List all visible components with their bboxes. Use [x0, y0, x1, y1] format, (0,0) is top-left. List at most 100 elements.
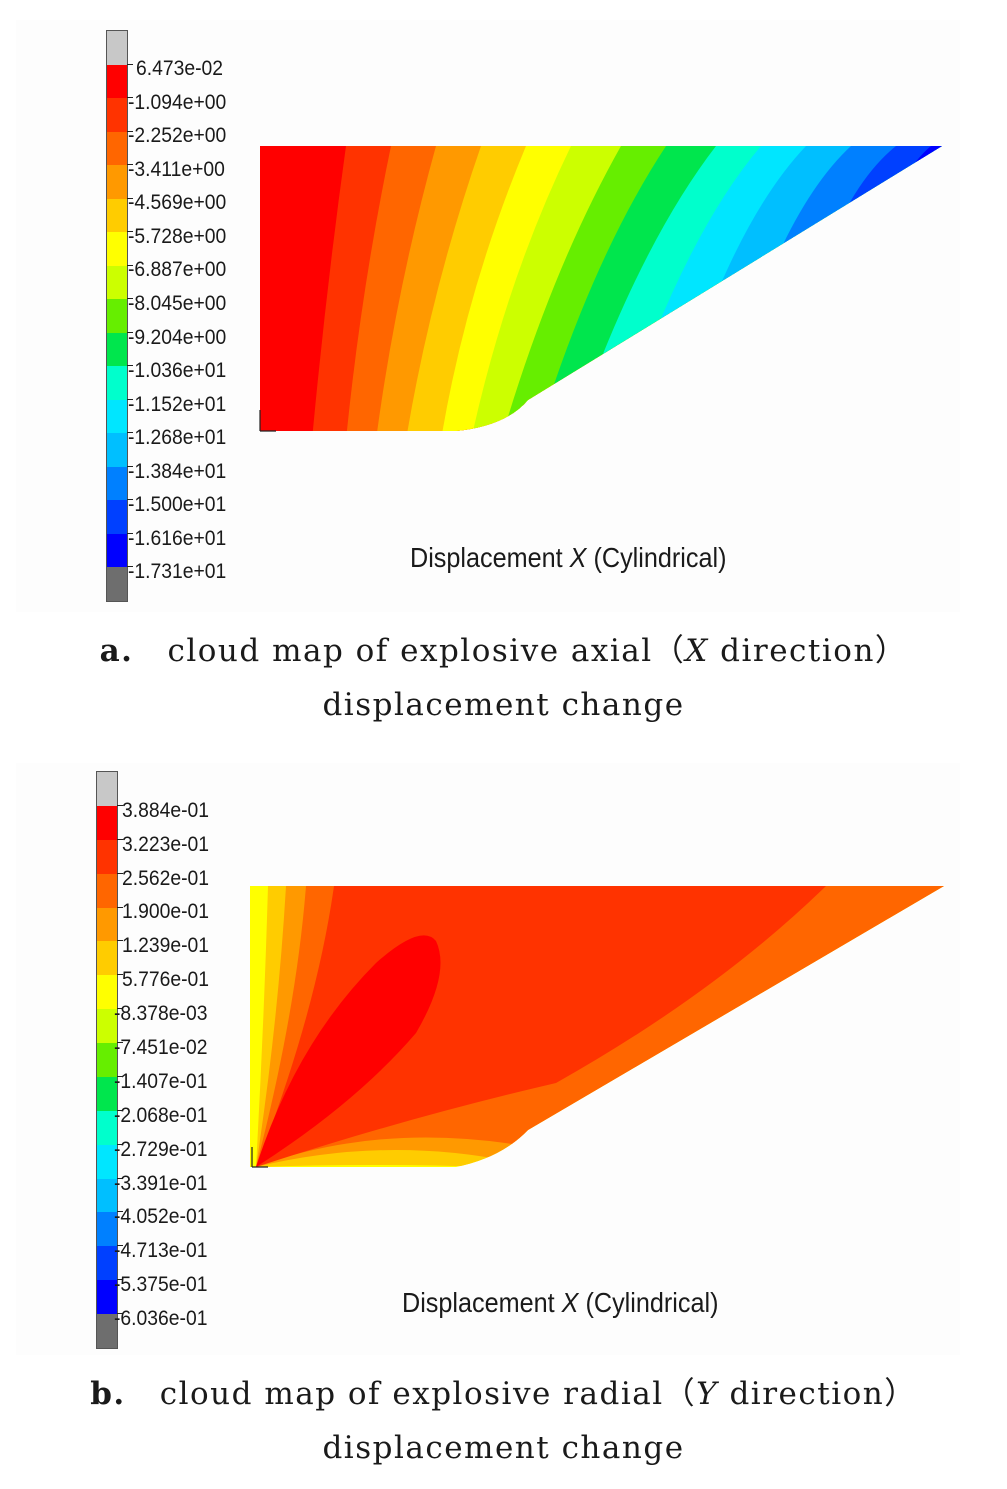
figure-a-plot-title: Displacement X (Cylindrical) [410, 542, 727, 573]
figure-b-legend-tick [117, 1177, 123, 1179]
figure-a-legend-label: 6.473e-02 [136, 57, 224, 81]
figure-a-legend-label: -1.616e+01 [128, 526, 227, 550]
figure-b-contour-bands [250, 886, 944, 1167]
figure-a-legend-swatch [107, 500, 127, 535]
figure-a-legend-label: -6.887e+00 [128, 258, 227, 282]
figure-b-caption-line2: displacement change [322, 1430, 685, 1466]
figure-a-legend-label: -1.731e+01 [128, 560, 227, 584]
figure-a-legend-label: -1.268e+01 [128, 426, 227, 450]
figure-b-legend-label: -6.036e-01 [114, 1307, 208, 1331]
figure-b-legend-swatch [97, 1314, 117, 1349]
figure-b-legend-tick [117, 1245, 123, 1247]
figure-a-legend-tick [127, 63, 133, 65]
figure-a-legend-label: -1.036e+01 [128, 359, 227, 383]
figure-a-legend-label: -5.728e+00 [128, 224, 227, 248]
figure-a-legend-tick [127, 432, 133, 434]
figure-b-legend-tick [117, 974, 123, 976]
figure-b-legend-tick [117, 1075, 123, 1077]
figure-a-legend-tick [127, 97, 133, 99]
figure-a-legend-tick [127, 231, 133, 233]
figure-b-legend-swatch [97, 941, 117, 976]
figure-a-legend-label: -9.204e+00 [128, 325, 227, 349]
figure-a-legend-swatch [107, 165, 127, 200]
figure-b-legend-tick [117, 1279, 123, 1281]
figure-b-contour-plot [250, 886, 944, 1168]
figure-a-legend-swatch [107, 466, 127, 501]
figure-b-legend-label: -2.068e-01 [114, 1103, 208, 1127]
figure-b-legend-swatch [97, 1110, 117, 1146]
figure-b-legend-label: -1.407e-01 [114, 1069, 208, 1093]
figure-a-contour-bands [260, 146, 942, 431]
figure-a-legend-label: -2.252e+00 [128, 124, 227, 148]
figure-b-legend-swatch [97, 839, 117, 875]
figure-a-color-legend [106, 30, 128, 602]
figure-a-legend-tick [127, 197, 133, 199]
figure-b-legend-label: -4.713e-01 [114, 1239, 208, 1263]
figure-a-legend-label: -1.500e+01 [128, 493, 227, 517]
figure-a-axis-triad [259, 410, 276, 432]
figure-b-legend-tick [117, 1143, 123, 1145]
figure-a-legend-label: -8.045e+00 [128, 292, 227, 315]
figure-b-legend-tick [117, 940, 123, 942]
figure-b-legend-swatch [97, 1280, 117, 1315]
figure-b-legend-label: 5.776e-01 [122, 968, 210, 992]
figure-b-legend-label: 2.562e-01 [122, 866, 210, 890]
figure-a-legend-label: -1.384e+01 [128, 459, 227, 483]
figure-a-legend-label: -4.569e+00 [128, 191, 227, 215]
figure-b-legend-label: 3.884e-01 [122, 798, 210, 822]
figure-a-legend-swatch [107, 98, 127, 133]
figure-a-legend-tick [127, 298, 133, 300]
figure-b-axis-triad [251, 1147, 268, 1168]
figure-b-legend-swatch [97, 1144, 117, 1180]
figure-b-legend-tick [117, 1042, 123, 1044]
figure-a-legend-tick [127, 164, 133, 166]
figure-a-contour-plot [259, 146, 942, 432]
figure-b-legend-swatch [97, 1009, 117, 1044]
figure-a-legend-swatch [107, 332, 127, 367]
figure-a-legend-swatch [107, 399, 127, 434]
figure-b-legend-swatch [97, 1246, 117, 1281]
figure-a-legend-swatch [107, 265, 127, 300]
figure-b-legend-swatch [97, 1212, 117, 1247]
figure-a-legend-swatch [107, 232, 127, 267]
figure-b-legend-tick [117, 1313, 123, 1315]
figure-a-legend-swatch [107, 433, 127, 468]
figure-a-legend-swatch [107, 299, 127, 334]
figure-b-legend-label: -4.052e-01 [114, 1205, 208, 1229]
figure-b-legend-swatch [97, 975, 117, 1010]
figure-a-legend-swatch [107, 64, 127, 99]
figure-b-legend-swatch [97, 907, 117, 942]
figure-b-legend-tick [117, 1008, 123, 1010]
figure-a-legend-swatch [107, 533, 127, 568]
figure-b-legend-tick [117, 1109, 123, 1111]
figure-a-legend-swatch [107, 131, 127, 166]
figure-b-legend-swatch [97, 1043, 117, 1078]
figure-b-legend-tick [117, 1211, 123, 1213]
figure-b-legend-label: 1.900e-01 [122, 900, 210, 924]
figure-a-caption: a. cloud map of explosive axial（X directi… [99, 633, 908, 669]
figure-a-legend-tick [127, 264, 133, 266]
figure-a-legend-tick [127, 331, 133, 333]
figure-b-legend-swatch [97, 805, 117, 841]
figure-b-legend-swatch [97, 772, 117, 807]
figure-b-legend-tick [117, 906, 123, 908]
figure-a-legend-label: -1.152e+01 [128, 392, 227, 416]
figure-a-panel: Displacement X (Cylindrical) 6.473e-02 -1… [16, 20, 960, 612]
figure-a-legend-tick [127, 130, 133, 132]
figure-a-legend-tick [127, 465, 133, 467]
figure-b-legend-label: -2.729e-01 [114, 1137, 208, 1161]
figure-a-legend-swatch [107, 198, 127, 233]
figure-b-legend-tick [117, 804, 123, 806]
figure-a-legend-tick [127, 365, 133, 367]
figure-a-legend-tick [127, 499, 133, 501]
figure-b-legend-swatch [97, 1076, 117, 1112]
figure-b-legend-label: 1.239e-01 [122, 934, 210, 958]
figure-b-color-legend [96, 771, 118, 1349]
figure-b-caption: b. cloud map of explosive radial（Y direct… [90, 1376, 917, 1412]
figure-a-legend-label: -1.094e+00 [128, 90, 227, 114]
figure-b-legend-tick [117, 838, 123, 840]
figure-b-legend-label: 3.223e-01 [122, 832, 210, 856]
figure-a-caption-line2: displacement change [322, 687, 685, 723]
figure-a-legend-label: -3.411e+00 [128, 157, 225, 181]
figure-a-legend-tick [127, 398, 133, 400]
